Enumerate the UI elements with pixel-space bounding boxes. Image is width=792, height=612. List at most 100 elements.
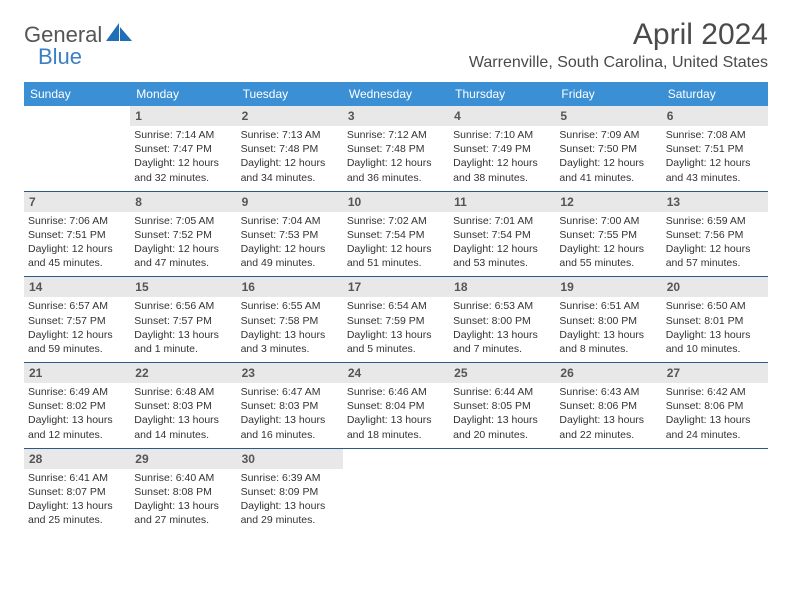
day-details: Sunrise: 6:42 AMSunset: 8:06 PMDaylight:… — [666, 385, 764, 442]
day-details: Sunrise: 6:56 AMSunset: 7:57 PMDaylight:… — [134, 299, 232, 356]
day-number: 11 — [449, 192, 555, 212]
calendar-cell — [555, 449, 661, 534]
day-number: 28 — [24, 449, 130, 469]
day-details: Sunrise: 6:50 AMSunset: 8:01 PMDaylight:… — [666, 299, 764, 356]
calendar-row: 7Sunrise: 7:06 AMSunset: 7:51 PMDaylight… — [24, 192, 768, 278]
calendar-cell: 22Sunrise: 6:48 AMSunset: 8:03 PMDayligh… — [130, 363, 236, 448]
day-details: Sunrise: 7:14 AMSunset: 7:47 PMDaylight:… — [134, 128, 232, 185]
calendar-cell: 2Sunrise: 7:13 AMSunset: 7:48 PMDaylight… — [237, 106, 343, 191]
calendar-cell: 14Sunrise: 6:57 AMSunset: 7:57 PMDayligh… — [24, 277, 130, 362]
day-number: 13 — [662, 192, 768, 212]
day-number: 4 — [449, 106, 555, 126]
month-title: April 2024 — [469, 18, 768, 52]
day-details: Sunrise: 6:51 AMSunset: 8:00 PMDaylight:… — [559, 299, 657, 356]
calendar-cell: 15Sunrise: 6:56 AMSunset: 7:57 PMDayligh… — [130, 277, 236, 362]
day-details: Sunrise: 7:08 AMSunset: 7:51 PMDaylight:… — [666, 128, 764, 185]
calendar-cell: 1Sunrise: 7:14 AMSunset: 7:47 PMDaylight… — [130, 106, 236, 191]
calendar-cell: 19Sunrise: 6:51 AMSunset: 8:00 PMDayligh… — [555, 277, 661, 362]
day-details: Sunrise: 6:39 AMSunset: 8:09 PMDaylight:… — [241, 471, 339, 528]
day-number: 17 — [343, 277, 449, 297]
day-header: Saturday — [662, 82, 768, 106]
day-number: 15 — [130, 277, 236, 297]
calendar-cell: 27Sunrise: 6:42 AMSunset: 8:06 PMDayligh… — [662, 363, 768, 448]
day-number: 9 — [237, 192, 343, 212]
calendar-cell: 28Sunrise: 6:41 AMSunset: 8:07 PMDayligh… — [24, 449, 130, 534]
day-number: 22 — [130, 363, 236, 383]
calendar-cell: 13Sunrise: 6:59 AMSunset: 7:56 PMDayligh… — [662, 192, 768, 277]
day-details: Sunrise: 7:05 AMSunset: 7:52 PMDaylight:… — [134, 214, 232, 271]
day-header: Thursday — [449, 82, 555, 106]
calendar-body: 1Sunrise: 7:14 AMSunset: 7:47 PMDaylight… — [24, 106, 768, 533]
day-number: 7 — [24, 192, 130, 212]
day-number: 8 — [130, 192, 236, 212]
day-details: Sunrise: 6:54 AMSunset: 7:59 PMDaylight:… — [347, 299, 445, 356]
day-number: 14 — [24, 277, 130, 297]
calendar-cell: 24Sunrise: 6:46 AMSunset: 8:04 PMDayligh… — [343, 363, 449, 448]
calendar-cell — [343, 449, 449, 534]
day-details: Sunrise: 7:02 AMSunset: 7:54 PMDaylight:… — [347, 214, 445, 271]
day-details: Sunrise: 6:43 AMSunset: 8:06 PMDaylight:… — [559, 385, 657, 442]
day-number: 16 — [237, 277, 343, 297]
day-number: 5 — [555, 106, 661, 126]
day-details: Sunrise: 7:09 AMSunset: 7:50 PMDaylight:… — [559, 128, 657, 185]
calendar-cell — [662, 449, 768, 534]
calendar-row: 1Sunrise: 7:14 AMSunset: 7:47 PMDaylight… — [24, 106, 768, 192]
day-details: Sunrise: 6:53 AMSunset: 8:00 PMDaylight:… — [453, 299, 551, 356]
logo-text-blue: Blue — [38, 44, 82, 70]
day-header: Wednesday — [343, 82, 449, 106]
calendar-cell: 12Sunrise: 7:00 AMSunset: 7:55 PMDayligh… — [555, 192, 661, 277]
calendar-cell: 17Sunrise: 6:54 AMSunset: 7:59 PMDayligh… — [343, 277, 449, 362]
day-number: 30 — [237, 449, 343, 469]
day-number: 6 — [662, 106, 768, 126]
day-number: 2 — [237, 106, 343, 126]
day-number: 27 — [662, 363, 768, 383]
day-number: 18 — [449, 277, 555, 297]
page-header: General April 2024 Warrenville, South Ca… — [24, 18, 768, 72]
calendar-header-row: SundayMondayTuesdayWednesdayThursdayFrid… — [24, 82, 768, 106]
calendar-cell: 6Sunrise: 7:08 AMSunset: 7:51 PMDaylight… — [662, 106, 768, 191]
day-number: 10 — [343, 192, 449, 212]
calendar-cell — [449, 449, 555, 534]
day-details: Sunrise: 6:41 AMSunset: 8:07 PMDaylight:… — [28, 471, 126, 528]
day-number: 25 — [449, 363, 555, 383]
day-number: 19 — [555, 277, 661, 297]
calendar-cell: 5Sunrise: 7:09 AMSunset: 7:50 PMDaylight… — [555, 106, 661, 191]
calendar-cell: 8Sunrise: 7:05 AMSunset: 7:52 PMDaylight… — [130, 192, 236, 277]
day-details: Sunrise: 6:44 AMSunset: 8:05 PMDaylight:… — [453, 385, 551, 442]
calendar-cell: 10Sunrise: 7:02 AMSunset: 7:54 PMDayligh… — [343, 192, 449, 277]
calendar-cell: 4Sunrise: 7:10 AMSunset: 7:49 PMDaylight… — [449, 106, 555, 191]
calendar-row: 21Sunrise: 6:49 AMSunset: 8:02 PMDayligh… — [24, 363, 768, 449]
calendar-cell: 7Sunrise: 7:06 AMSunset: 7:51 PMDaylight… — [24, 192, 130, 277]
calendar-cell: 26Sunrise: 6:43 AMSunset: 8:06 PMDayligh… — [555, 363, 661, 448]
calendar-cell: 30Sunrise: 6:39 AMSunset: 8:09 PMDayligh… — [237, 449, 343, 534]
calendar: SundayMondayTuesdayWednesdayThursdayFrid… — [24, 82, 768, 533]
day-number: 3 — [343, 106, 449, 126]
logo-sail-icon — [106, 23, 132, 48]
calendar-cell: 21Sunrise: 6:49 AMSunset: 8:02 PMDayligh… — [24, 363, 130, 448]
day-details: Sunrise: 6:57 AMSunset: 7:57 PMDaylight:… — [28, 299, 126, 356]
day-header: Monday — [130, 82, 236, 106]
day-number: 24 — [343, 363, 449, 383]
calendar-cell: 20Sunrise: 6:50 AMSunset: 8:01 PMDayligh… — [662, 277, 768, 362]
day-details: Sunrise: 6:48 AMSunset: 8:03 PMDaylight:… — [134, 385, 232, 442]
calendar-cell: 16Sunrise: 6:55 AMSunset: 7:58 PMDayligh… — [237, 277, 343, 362]
location-text: Warrenville, South Carolina, United Stat… — [469, 54, 768, 72]
day-number: 20 — [662, 277, 768, 297]
calendar-cell — [24, 106, 130, 191]
day-details: Sunrise: 7:04 AMSunset: 7:53 PMDaylight:… — [241, 214, 339, 271]
day-header: Tuesday — [237, 82, 343, 106]
day-details: Sunrise: 7:10 AMSunset: 7:49 PMDaylight:… — [453, 128, 551, 185]
day-details: Sunrise: 6:47 AMSunset: 8:03 PMDaylight:… — [241, 385, 339, 442]
day-number: 23 — [237, 363, 343, 383]
calendar-cell: 9Sunrise: 7:04 AMSunset: 7:53 PMDaylight… — [237, 192, 343, 277]
day-number: 21 — [24, 363, 130, 383]
day-details: Sunrise: 7:12 AMSunset: 7:48 PMDaylight:… — [347, 128, 445, 185]
day-header: Friday — [555, 82, 661, 106]
calendar-cell: 18Sunrise: 6:53 AMSunset: 8:00 PMDayligh… — [449, 277, 555, 362]
day-details: Sunrise: 6:49 AMSunset: 8:02 PMDaylight:… — [28, 385, 126, 442]
day-header: Sunday — [24, 82, 130, 106]
day-details: Sunrise: 6:59 AMSunset: 7:56 PMDaylight:… — [666, 214, 764, 271]
calendar-row: 28Sunrise: 6:41 AMSunset: 8:07 PMDayligh… — [24, 449, 768, 534]
day-number: 29 — [130, 449, 236, 469]
calendar-cell: 23Sunrise: 6:47 AMSunset: 8:03 PMDayligh… — [237, 363, 343, 448]
